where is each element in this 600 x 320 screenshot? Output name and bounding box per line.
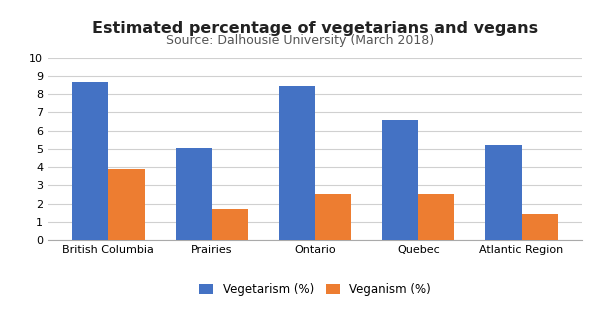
Title: Estimated percentage of vegetarians and vegans: Estimated percentage of vegetarians and … (92, 20, 538, 36)
Bar (521, 214, 558, 240)
Bar (279, 86, 315, 240)
Bar (418, 194, 454, 240)
Bar (382, 120, 418, 240)
Bar (485, 145, 521, 240)
Bar (315, 194, 351, 240)
Text: Source: Dalhousie University (March 2018): Source: Dalhousie University (March 2018… (166, 34, 434, 47)
Bar (212, 209, 248, 240)
Legend: Vegetarism (%), Veganism (%): Vegetarism (%), Veganism (%) (194, 279, 436, 301)
Bar (72, 82, 109, 240)
Bar (109, 169, 145, 240)
Bar (176, 148, 212, 240)
